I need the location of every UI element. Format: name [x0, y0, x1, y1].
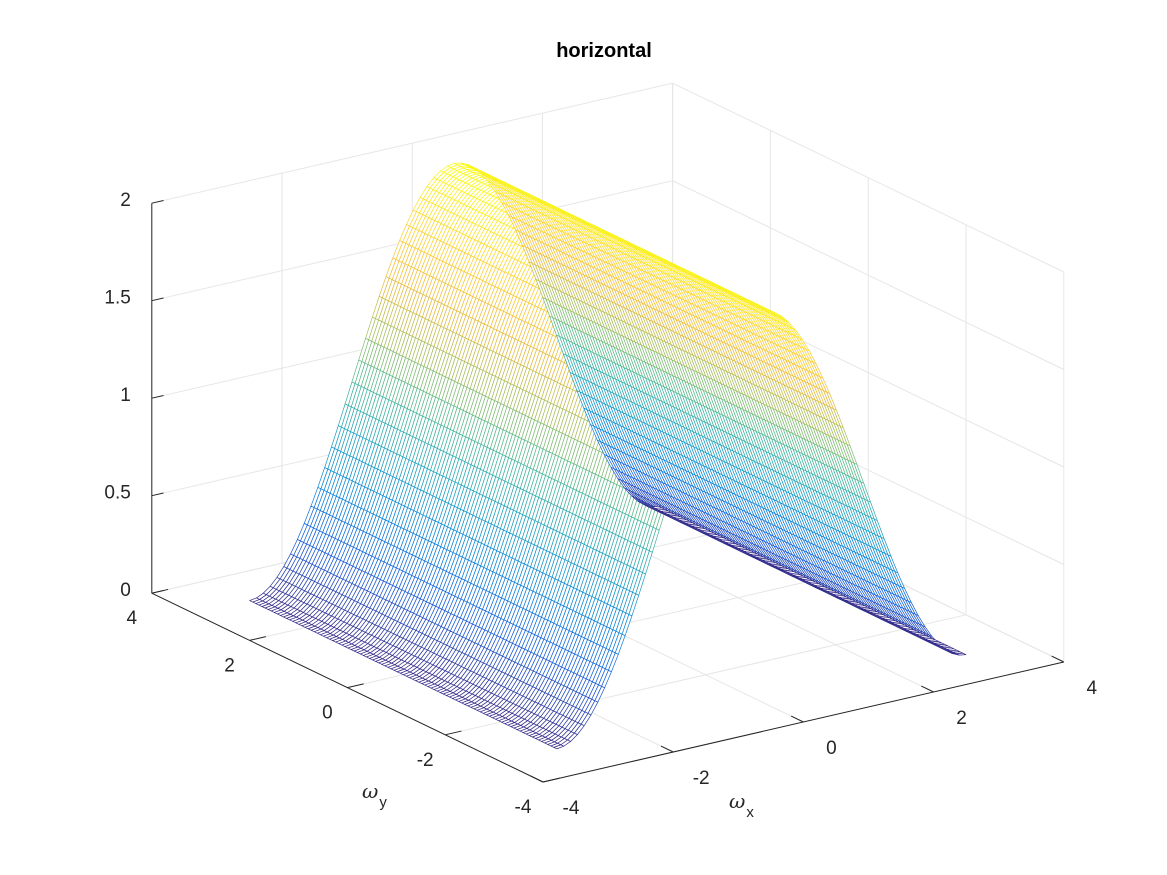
surface-plot	[249, 162, 967, 750]
grid-line	[672, 82, 1065, 273]
grid-line	[672, 180, 1065, 370]
grid-line	[151, 82, 673, 204]
